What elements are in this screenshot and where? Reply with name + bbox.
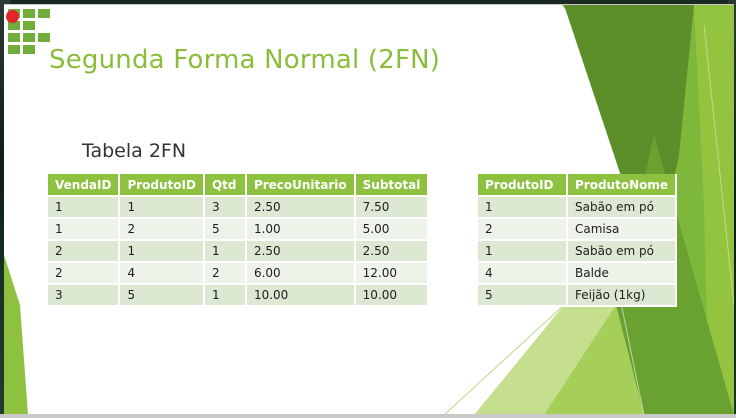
slide-title: Segunda Forma Normal (2FN)	[49, 45, 441, 75]
column-header: Subtotal	[354, 174, 430, 197]
presentation-slide: Segunda Forma Normal (2FN) Tabela 2FN Ve…	[4, 4, 734, 415]
table-cell: 5	[119, 284, 205, 307]
column-header: ProdutoID	[119, 174, 205, 197]
column-header: PrecoUnitario	[245, 174, 356, 197]
column-header: VendaID	[48, 174, 121, 197]
table-cell: 3	[203, 196, 247, 219]
table-cell: Sabão em pó	[567, 240, 677, 263]
table-cell: 2.50	[245, 240, 356, 263]
table-cell: 12.00	[354, 262, 430, 285]
table-cell: 1	[48, 218, 121, 241]
table-row: 1 Sabão em pó	[478, 196, 677, 219]
table-row: 1 Sabão em pó	[478, 240, 677, 263]
table-cell: 6.00	[245, 262, 356, 285]
table-cell: 1	[119, 240, 205, 263]
table-cell: 2	[478, 218, 568, 241]
table-cell: 7.50	[354, 196, 430, 219]
table-cell: 2.50	[245, 196, 356, 219]
table-row: 3 5 1 10.00 10.00	[48, 284, 430, 307]
table-cell: 2	[48, 262, 121, 285]
table-cell: 1	[48, 196, 121, 219]
table-row: 2 Camisa	[478, 218, 677, 241]
table-cell: 4	[119, 262, 205, 285]
column-header: Qtd	[203, 174, 247, 197]
table-header-row: VendaID ProdutoID Qtd PrecoUnitario Subt…	[48, 174, 430, 197]
products-table: ProdutoID ProdutoNome 1 Sabão em pó 2 Ca…	[478, 174, 677, 307]
table-cell: 1	[203, 240, 247, 263]
table-cell: 2	[48, 240, 121, 263]
table-cell: 1	[478, 196, 568, 219]
table-cell: 1.00	[245, 218, 356, 241]
table-row: 5 Feijão (1kg)	[478, 284, 677, 307]
table-cell: 5.00	[354, 218, 430, 241]
table-cell: 2	[119, 218, 205, 241]
recording-indicator-icon	[6, 10, 19, 23]
table-cell: 2.50	[354, 240, 430, 263]
table-cell: 3	[48, 284, 121, 307]
table-row: 1 1 3 2.50 7.50	[48, 196, 430, 219]
window-bottom-edge	[0, 414, 736, 418]
table-row: 2 1 1 2.50 2.50	[48, 240, 430, 263]
table-cell: 1	[478, 240, 568, 263]
table-cell: 2	[203, 262, 247, 285]
table-cell: 10.00	[354, 284, 430, 307]
table-row: 4 Balde	[478, 262, 677, 285]
table-cell: Feijão (1kg)	[567, 284, 677, 307]
column-header: ProdutoNome	[567, 174, 677, 197]
table-row: 1 2 5 1.00 5.00	[48, 218, 430, 241]
sales-table: VendaID ProdutoID Qtd PrecoUnitario Subt…	[48, 174, 430, 307]
table-cell: 1	[203, 284, 247, 307]
table-cell: Sabão em pó	[567, 196, 677, 219]
column-header: ProdutoID	[478, 174, 568, 197]
table-caption: Tabela 2FN	[82, 140, 187, 162]
table-cell: 5	[478, 284, 568, 307]
table-cell: 1	[119, 196, 205, 219]
table-cell: 4	[478, 262, 568, 285]
table-cell: Camisa	[567, 218, 677, 241]
table-row: 2 4 2 6.00 12.00	[48, 262, 430, 285]
table-cell: 5	[203, 218, 247, 241]
table-cell: 10.00	[245, 284, 356, 307]
table-cell: Balde	[567, 262, 677, 285]
table-header-row: ProdutoID ProdutoNome	[478, 174, 677, 197]
